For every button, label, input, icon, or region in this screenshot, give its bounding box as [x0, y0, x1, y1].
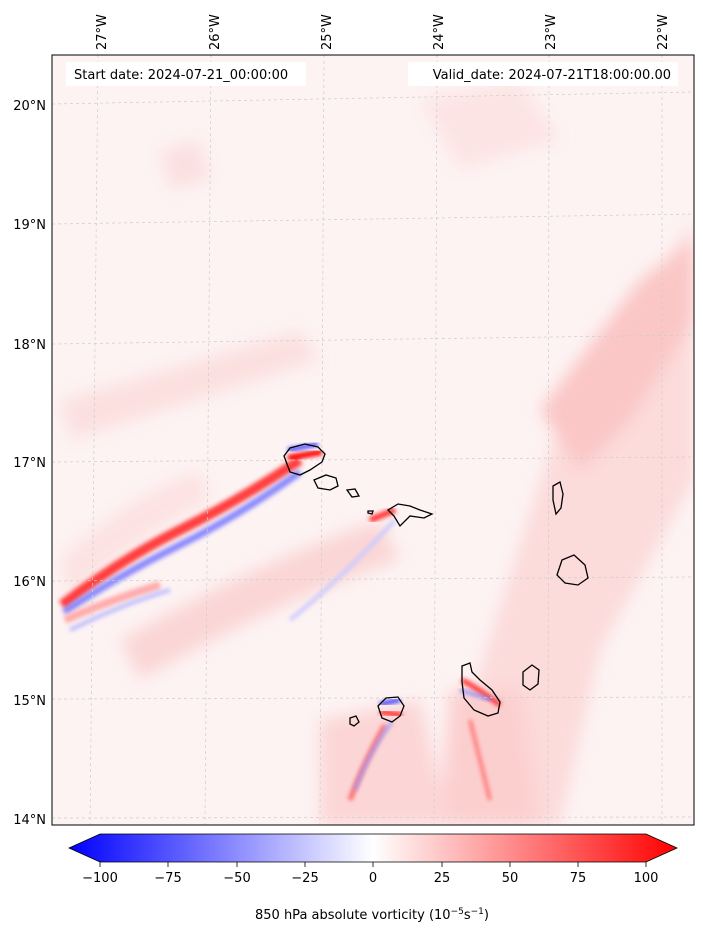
- island-santiago: [461, 662, 501, 717]
- lon-label: 25°W: [320, 14, 335, 50]
- island-brava: [349, 715, 360, 727]
- colorbar-bar: [68, 833, 678, 863]
- colorbar-tick: −100: [82, 871, 118, 886]
- island-small-1: [367, 510, 374, 515]
- lat-label: 16°N: [13, 575, 46, 590]
- latitude-labels: 20°N 19°N 18°N 17°N 16°N 15°N 14°N: [13, 99, 46, 828]
- island-maio: [522, 664, 540, 691]
- colorbar-tick: 0: [369, 871, 377, 886]
- vorticity-field: [60, 80, 694, 825]
- start-date-label: Start date: 2024-07-21_00:00:00: [74, 68, 288, 83]
- island-sal: [552, 481, 564, 516]
- colorbar-tick: 100: [634, 871, 659, 886]
- lat-label: 15°N: [13, 694, 46, 709]
- start-label-box: [66, 62, 306, 86]
- island-sao-nicolau: [386, 503, 434, 528]
- colorbar: −100 −75 −50 −25 0 25 50 75 100 850 hPa …: [68, 833, 678, 923]
- lat-label: 18°N: [13, 338, 46, 353]
- colorbar-tick: −75: [154, 871, 181, 886]
- lon-label: 27°W: [95, 14, 110, 50]
- island-santo-antao: [283, 443, 326, 476]
- graticule: [52, 55, 694, 825]
- colorbar-tick: −25: [291, 871, 318, 886]
- colorbar-tick: −50: [223, 871, 250, 886]
- valid-date-label: Valid_date: 2024-07-21T18:00:00.00: [433, 68, 671, 83]
- lon-label: 26°W: [208, 14, 223, 50]
- island-sao-vicente: [313, 474, 339, 491]
- lon-label: 24°W: [432, 14, 447, 50]
- island-fogo: [377, 696, 405, 723]
- lon-label: 23°W: [544, 14, 559, 50]
- map-panel: [52, 55, 694, 825]
- colorbar-tick: 25: [434, 871, 451, 886]
- colorbar-tick: 50: [502, 871, 519, 886]
- colorbar-tick: 75: [570, 871, 587, 886]
- longitude-labels: 27°W 26°W 25°W 24°W 23°W 22°W: [95, 14, 671, 50]
- lat-label: 14°N: [13, 813, 46, 828]
- lat-label: 20°N: [13, 99, 46, 114]
- map-frame: [51, 54, 695, 826]
- lat-label: 19°N: [13, 218, 46, 233]
- lat-label: 17°N: [13, 456, 46, 471]
- valid-label-box: [408, 62, 678, 86]
- island-santa-luzia: [345, 488, 361, 498]
- coastlines: [283, 443, 589, 727]
- colorbar-label: 850 hPa absolute vorticity (10−5s−1): [255, 907, 489, 923]
- vorticity-bands: [58, 442, 502, 801]
- island-boa-vista: [556, 554, 589, 586]
- lon-label: 22°W: [656, 14, 671, 50]
